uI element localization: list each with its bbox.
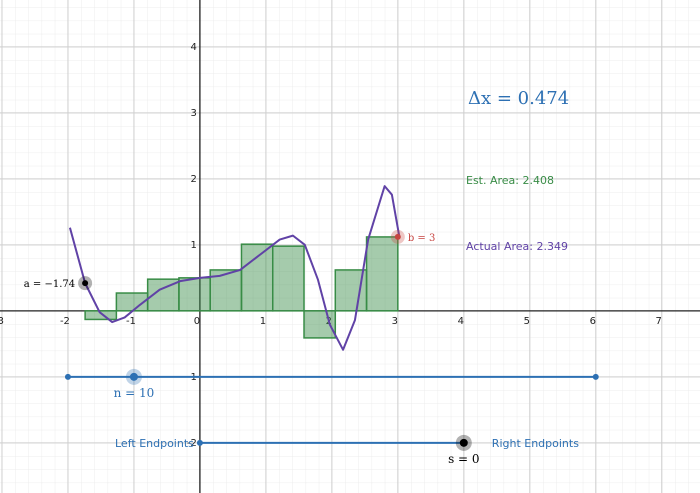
x-tick-label: 7 (656, 316, 662, 327)
x-tick-label: 1 (260, 316, 266, 327)
riemann-rect (271, 245, 305, 312)
y-tick-label: 1 (191, 240, 197, 251)
function-curve (68, 185, 401, 351)
delta-x: Δx = 0.474 (468, 88, 569, 109)
slider-end (196, 439, 203, 446)
point (82, 280, 89, 287)
y-tick-label: 4 (191, 42, 197, 53)
riemann-rect (84, 310, 118, 321)
riemann-rect (178, 277, 211, 312)
x-tick-label: 0 (194, 316, 200, 327)
point-label: a = −1.74 (24, 279, 75, 290)
riemann-rect (365, 236, 399, 312)
slider-end (64, 373, 71, 380)
x-tick-label: 6 (590, 316, 596, 327)
x-tick-label: -2 (60, 316, 70, 327)
x-tick-label: 3 (392, 316, 398, 327)
slider-right-text: Right Endpoints (492, 437, 579, 450)
slider-label: n = 10 (114, 386, 155, 400)
x-tick-label: -1 (126, 316, 136, 327)
y-tick-label: 3 (191, 108, 197, 119)
slider-end (592, 373, 599, 380)
slider-handle (129, 372, 138, 381)
y-tick-label: 2 (191, 174, 197, 185)
actual-area: Actual Area: 2.349 (466, 240, 568, 253)
riemann-rect (240, 243, 274, 312)
point-label: b = 3 (408, 233, 436, 244)
est-area: Est. Area: 2.408 (466, 174, 554, 187)
slider-handle (459, 438, 468, 447)
x-tick-label: -3 (0, 316, 4, 327)
x-tick-label: 4 (458, 316, 464, 327)
slider-label: s = 0 (448, 452, 479, 466)
y-tick-label: -2 (187, 438, 197, 449)
x-tick-label: 5 (524, 316, 530, 327)
point (394, 233, 401, 240)
slider-left-text: Left Endpoints (115, 437, 194, 450)
